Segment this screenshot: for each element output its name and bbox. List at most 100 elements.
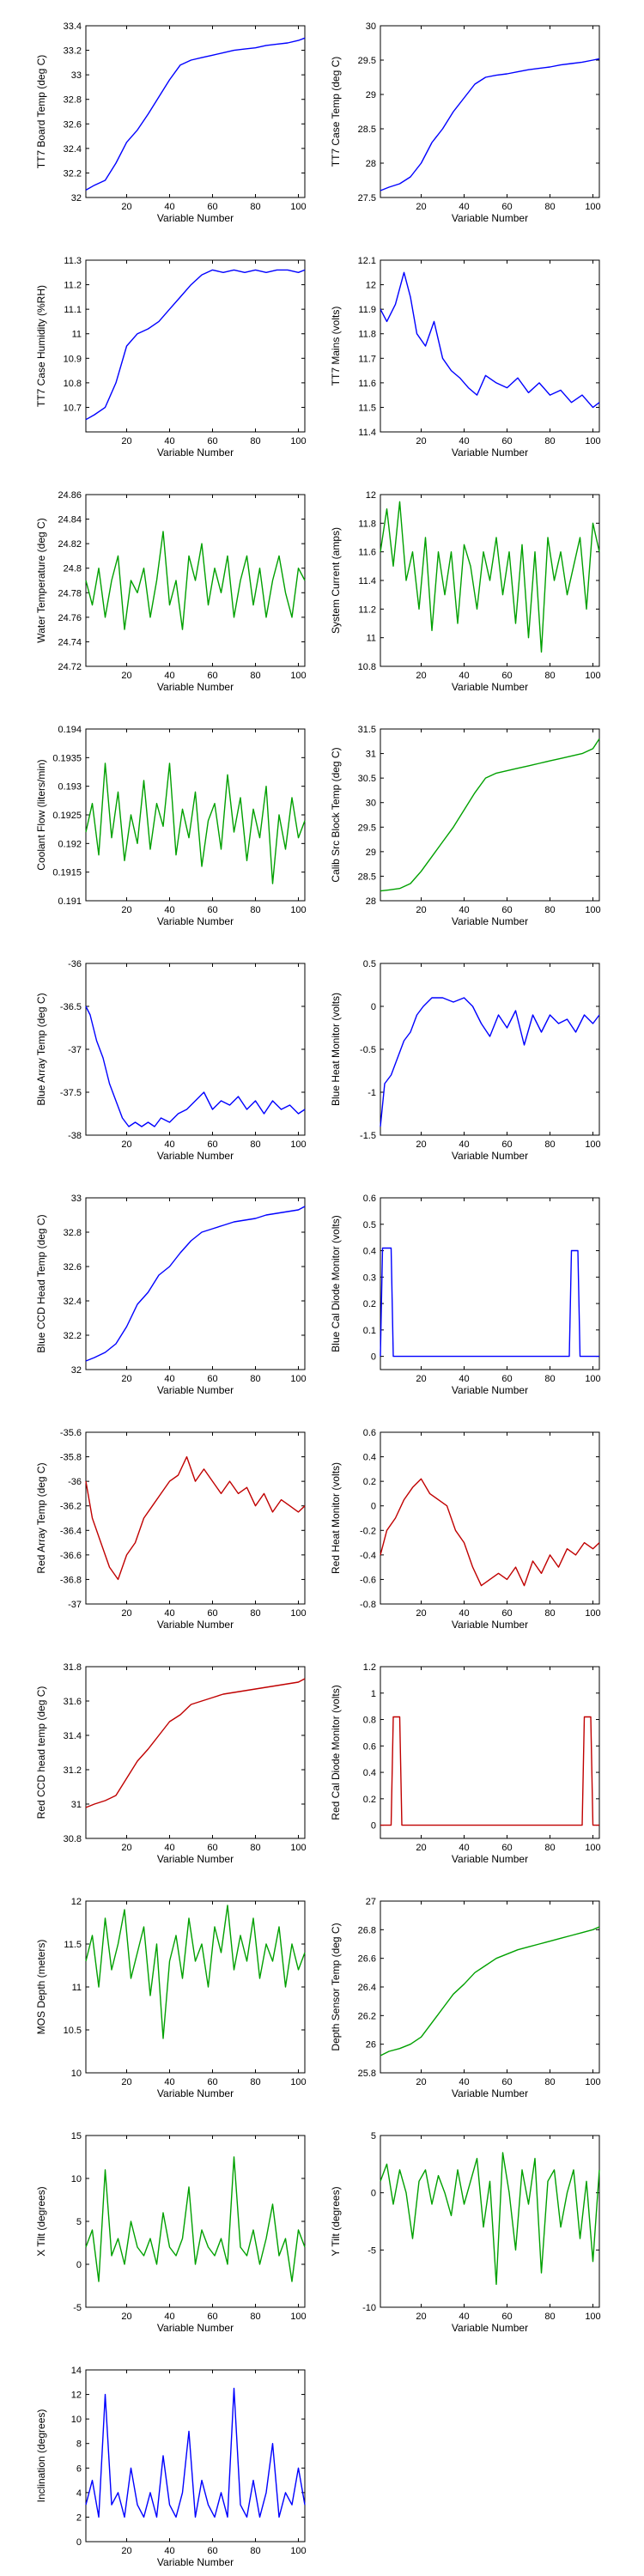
x-tick-label: 100 xyxy=(585,1139,600,1150)
x-tick-label: 80 xyxy=(544,1139,555,1150)
x-axis-label: Variable Number xyxy=(452,2087,528,2099)
y-tick-label: 32 xyxy=(71,193,82,204)
y-axis-label: TT7 Case Humidity (%RH) xyxy=(35,285,47,407)
y-tick-label: 11.7 xyxy=(358,354,376,364)
y-tick-label: 33 xyxy=(71,1194,82,1204)
x-tick-label: 40 xyxy=(164,1139,174,1150)
y-tick-label: 0.2 xyxy=(363,1795,376,1805)
y-tick-label: 32.8 xyxy=(64,95,82,106)
y-tick-label: 11.9 xyxy=(358,305,376,315)
y-tick-label: 24.86 xyxy=(58,490,82,501)
x-tick-label: 20 xyxy=(121,905,131,915)
plot-area xyxy=(380,1431,600,1605)
x-tick-label: 20 xyxy=(416,1608,426,1619)
x-axis-label: Variable Number xyxy=(157,1384,234,1396)
x-tick-label: 80 xyxy=(544,1843,555,1853)
x-tick-label: 40 xyxy=(164,2312,174,2322)
y-tick-label: 30.8 xyxy=(64,1834,82,1844)
series-line xyxy=(85,1005,306,1127)
x-tick-label: 20 xyxy=(416,671,426,681)
x-tick-label: 60 xyxy=(207,2077,217,2087)
y-tick-label: 29 xyxy=(366,848,376,858)
y-tick-label: 26.8 xyxy=(358,1925,376,1935)
y-axis-label: TT7 Board Temp (deg C) xyxy=(35,55,47,169)
x-tick-label: 100 xyxy=(290,905,306,915)
chart-panel-11: 32 32.2 32.4 32.6 32.8 33 20 40 60 80 100 Variable … xyxy=(35,1194,307,1396)
y-axis-label: Y Tilt (degrees) xyxy=(330,2186,342,2256)
y-tick-label: 29.5 xyxy=(358,56,376,66)
y-tick-label: -0.5 xyxy=(360,1045,376,1055)
y-tick-label: 31.5 xyxy=(358,725,376,735)
y-axis-label: Blue Cal Diode Monitor (volts) xyxy=(330,1215,342,1352)
y-tick-label: -36.8 xyxy=(60,1575,82,1585)
plot-area xyxy=(85,2135,306,2308)
series-line xyxy=(380,1926,600,2057)
y-axis-label: Red CCD head temp (deg C) xyxy=(35,1686,47,1820)
x-tick-label: 100 xyxy=(290,202,306,212)
y-tick-label: 0.2 xyxy=(363,1477,376,1487)
x-axis-label: Variable Number xyxy=(157,1150,234,1162)
y-tick-label: 32.2 xyxy=(64,168,82,179)
y-tick-label: 28.5 xyxy=(358,872,376,882)
y-tick-label: 11.2 xyxy=(64,281,82,291)
x-tick-label: 100 xyxy=(290,1139,306,1150)
chart-panel-10: -1.5 -1 -0.5 0 0.5 20 40 60 80 100 Variable Number… xyxy=(330,959,601,1162)
x-tick-label: 80 xyxy=(250,905,260,915)
x-tick-label: 60 xyxy=(501,905,512,915)
x-tick-label: 100 xyxy=(290,2312,306,2322)
y-tick-label: 0.8 xyxy=(363,1716,376,1726)
y-tick-label: 5 xyxy=(76,2217,82,2227)
x-tick-label: 80 xyxy=(250,2312,260,2322)
x-tick-label: 40 xyxy=(459,2312,469,2322)
chart-panel-2: 27.5 28 28.5 29 29.5 30 20 40 60 80 100 Variable Nu… xyxy=(330,21,601,224)
x-tick-label: 100 xyxy=(585,202,600,212)
y-tick-label: 0 xyxy=(371,1502,376,1512)
y-tick-label: 0 xyxy=(371,1352,376,1363)
chart-panel-16: 0 0.2 0.4 0.6 0.8 1 1.2 20 40 60 80 100 Variable Num… xyxy=(330,1662,601,1865)
y-tick-label: 29.5 xyxy=(358,823,376,833)
chart-panel-1: 32 32.2 32.4 32.6 32.8 33 33.2 33.4 20 40 60 80 100 V… xyxy=(35,21,307,224)
y-tick-label: 10.5 xyxy=(64,2026,82,2036)
plot-area xyxy=(85,25,306,198)
x-tick-label: 100 xyxy=(585,2077,600,2087)
y-tick-label: 11.8 xyxy=(358,519,376,529)
y-axis-label: Blue Heat Monitor (volts) xyxy=(330,993,342,1106)
y-axis-label: Coolant Flow (liters/min) xyxy=(35,759,47,870)
y-tick-label: 0 xyxy=(76,2537,82,2548)
x-axis-label: Variable Number xyxy=(157,1619,234,1631)
y-tick-label: 10.8 xyxy=(358,662,376,672)
y-tick-label: 12 xyxy=(71,2391,82,2401)
y-tick-label: -36.2 xyxy=(60,1502,82,1512)
y-tick-label: 11.4 xyxy=(358,576,376,586)
x-tick-label: 80 xyxy=(544,1374,555,1384)
plot-area xyxy=(85,259,306,433)
x-tick-label: 20 xyxy=(416,1139,426,1150)
y-tick-label: 24.78 xyxy=(58,588,82,598)
series-line xyxy=(380,1716,599,1826)
x-tick-label: 20 xyxy=(121,1139,131,1150)
y-tick-label: -10 xyxy=(362,2303,376,2313)
y-axis-label: Red Heat Monitor (volts) xyxy=(330,1462,342,1574)
y-axis-label: MOS Depth (meters) xyxy=(35,1940,47,2035)
y-tick-label: 15 xyxy=(71,2131,82,2142)
x-tick-label: 100 xyxy=(290,1843,306,1853)
series-line xyxy=(380,271,600,409)
x-tick-label: 40 xyxy=(459,905,469,915)
x-tick-label: 40 xyxy=(459,202,469,212)
y-tick-label: 0.5 xyxy=(363,1220,376,1230)
x-tick-label: 60 xyxy=(207,671,217,681)
series-line xyxy=(380,2152,600,2286)
y-tick-label: 6 xyxy=(76,2464,82,2474)
y-tick-label: 0.2 xyxy=(363,1299,376,1309)
x-axis-label: Variable Number xyxy=(452,1619,528,1631)
x-tick-label: 100 xyxy=(290,671,306,681)
x-tick-label: 40 xyxy=(459,1843,469,1853)
y-tick-label: 28.5 xyxy=(358,125,376,135)
chart-panel-6: 10.8 11 11.2 11.4 11.6 11.8 12 20 40 60 80 100 Varia… xyxy=(330,490,601,693)
x-tick-label: 100 xyxy=(585,1374,600,1384)
x-axis-label: Variable Number xyxy=(452,1150,528,1162)
y-tick-label: 32.2 xyxy=(64,1331,82,1341)
x-axis-label: Variable Number xyxy=(452,447,528,459)
y-tick-label: -36 xyxy=(68,1477,82,1487)
x-tick-label: 60 xyxy=(501,671,512,681)
